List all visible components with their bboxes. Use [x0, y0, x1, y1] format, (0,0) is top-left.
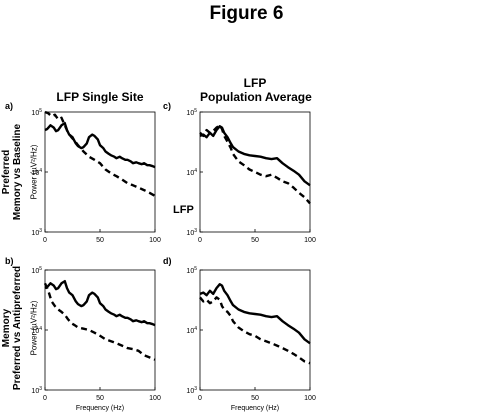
x-tick-label-d-50: 50	[251, 395, 259, 402]
y-tick-label-a-1: 104	[31, 168, 42, 177]
y-tick-label-b-2: 105	[31, 266, 42, 275]
y-tick-label-c-2: 105	[186, 108, 197, 117]
panel-letter-d: d)	[163, 256, 172, 266]
x-tick-label-b-100: 100	[149, 395, 161, 402]
x-tick-label-a-100: 100	[149, 237, 161, 244]
x-tick-label-a-0: 0	[43, 237, 47, 244]
plot-frame-a	[44, 111, 156, 233]
x-axis-label-d: Frequency (Hz)	[231, 405, 279, 412]
panel-letter-b: b)	[5, 256, 14, 266]
x-tick-label-b-50: 50	[96, 395, 104, 402]
x-tick-label-c-100: 100	[304, 237, 316, 244]
y-tick-label-d-1: 104	[186, 326, 197, 335]
series-solid-line-a	[44, 121, 156, 169]
y-tick-label-b-0: 103	[31, 386, 42, 395]
series-solid-line-c	[199, 124, 311, 187]
y-tick-label-c-0: 103	[186, 228, 197, 237]
x-axis-label-b: Frequency (Hz)	[76, 405, 124, 412]
y-tick-label-d-2: 105	[186, 266, 197, 275]
plot-frame-b	[44, 269, 156, 391]
x-tick-label-a-50: 50	[96, 237, 104, 244]
series-dashed-line-d	[199, 296, 311, 365]
y-tick-label-b-1: 104	[31, 326, 42, 335]
column-header-left: LFP Single Site	[56, 90, 144, 104]
column-header-right-line2: Population Average	[200, 90, 312, 104]
y-tick-label-a-2: 105	[31, 108, 42, 117]
y-tick-label-c-1: 104	[186, 168, 197, 177]
x-tick-label-c-0: 0	[198, 237, 202, 244]
series-dashed-line-a	[44, 110, 156, 197]
y-tick-label-d-0: 103	[186, 386, 197, 395]
x-tick-label-d-0: 0	[198, 395, 202, 402]
column-header-right-line1: LFP	[243, 76, 267, 90]
series-solid-line-d	[199, 283, 311, 345]
x-tick-label-d-100: 100	[304, 395, 316, 402]
x-tick-label-b-0: 0	[43, 395, 47, 402]
series-solid-line-b	[44, 280, 156, 327]
y-tick-label-a-0: 103	[31, 228, 42, 237]
series-dashed-line-c	[199, 124, 311, 205]
panel-letter-c: c)	[163, 101, 172, 111]
figure-title: Figure 6	[209, 3, 284, 24]
x-tick-label-c-50: 50	[251, 237, 259, 244]
panel-letter-a: a)	[5, 101, 14, 111]
side-label-lfp: LFP	[173, 204, 194, 216]
